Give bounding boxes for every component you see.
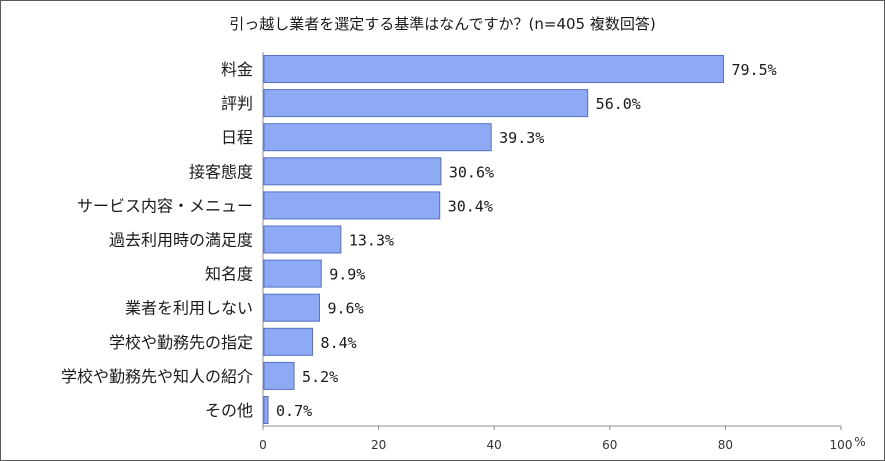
bar-row: 学校や勤務先や知人の紹介 5.2%: [61, 361, 338, 390]
x-tick-label: 100: [830, 438, 853, 452]
bar: [263, 293, 320, 322]
value-label: 9.6%: [327, 300, 363, 318]
bar: [263, 123, 492, 152]
value-label: 39.3%: [499, 129, 544, 147]
bar: [263, 396, 269, 424]
value-label: 30.4%: [448, 197, 493, 215]
value-label: 9.9%: [329, 266, 365, 284]
bar-row: 日程 39.3%: [221, 123, 544, 152]
category-label: 知名度: [205, 265, 253, 284]
value-label: 13.3%: [349, 232, 394, 250]
category-label: 学校や勤務先の指定: [109, 333, 253, 352]
bar: [263, 191, 441, 220]
category-label: 業者を利用しない: [125, 299, 253, 318]
category-label: 接客態度: [189, 162, 253, 181]
bar-row: サービス内容・メニュー 30.4%: [77, 191, 493, 220]
bar-row: 学校や勤務先の指定 8.4%: [109, 327, 357, 356]
bar-row: 評判 56.0%: [221, 89, 641, 118]
category-label: サービス内容・メニュー: [77, 196, 253, 215]
value-label: 79.5%: [732, 61, 777, 79]
bar-row: その他 0.7%: [205, 396, 312, 424]
bar: [263, 361, 295, 390]
x-tick-label: 80: [718, 438, 733, 452]
bar-row: 料金 79.5%: [221, 55, 777, 83]
category-label: 過去利用時の満足度: [109, 231, 253, 250]
bar: [263, 327, 314, 356]
value-label: 8.4%: [321, 334, 357, 352]
category-label: 日程: [221, 128, 253, 147]
bar: [263, 259, 322, 288]
category-label: その他: [205, 401, 253, 420]
category-label: 料金: [221, 60, 253, 79]
x-tick-label: 0: [259, 438, 267, 452]
category-label: 評判: [221, 94, 253, 113]
x-axis-unit: %: [854, 435, 865, 449]
value-label: 30.6%: [449, 163, 494, 181]
value-label: 56.0%: [596, 95, 641, 113]
bar-row: 知名度 9.9%: [205, 259, 365, 288]
bar-row: 業者を利用しない 9.6%: [125, 293, 364, 322]
value-label: 0.7%: [276, 402, 312, 420]
value-label: 5.2%: [302, 368, 338, 386]
chart-title: 引っ越し業者を選定する基準はなんですか？(n=405 複数回答): [229, 15, 656, 33]
x-tick-label: 20: [371, 438, 386, 452]
bar: [263, 55, 725, 83]
category-label: 学校や勤務先や知人の紹介: [61, 367, 253, 386]
bar-row: 接客態度 30.6%: [189, 157, 494, 186]
bar: [263, 89, 589, 118]
x-tick-label: 60: [602, 438, 617, 452]
x-tick-label: 40: [487, 438, 502, 452]
bar-row: 過去利用時の満足度 13.3%: [109, 225, 394, 254]
bar: [263, 225, 342, 254]
bar: [263, 157, 442, 186]
